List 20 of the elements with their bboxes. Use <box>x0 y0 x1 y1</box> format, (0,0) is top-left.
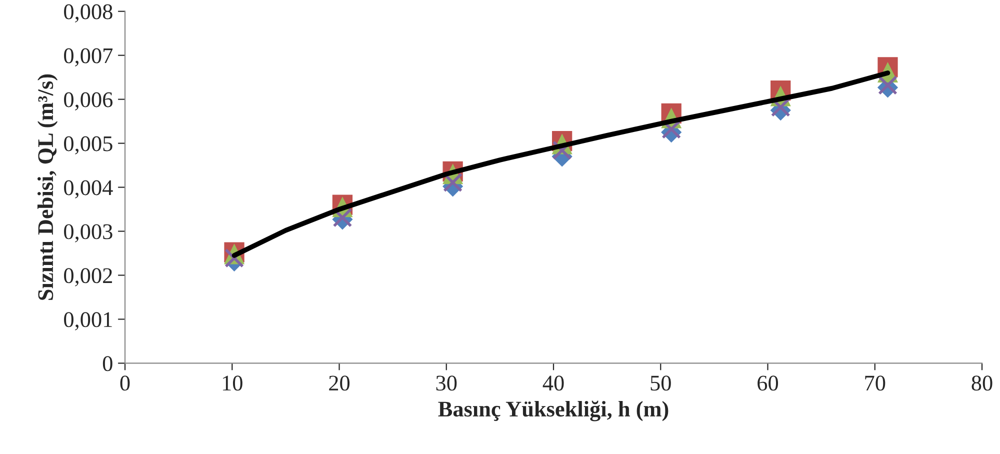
x-tick-label: 20 <box>329 376 350 391</box>
x-tick-label: 0 <box>120 376 130 391</box>
y-tick-label: 0,006 <box>64 92 113 110</box>
y-tick-label: 0,005 <box>64 136 112 154</box>
x-tick-label: 50 <box>650 376 671 391</box>
x-tick-label: 80 <box>972 376 992 391</box>
x-axis-title: Basınç Yüksekliği, h (m) <box>438 400 668 422</box>
y-tick-label: 0,003 <box>64 224 112 242</box>
x-tick-label: 30 <box>436 376 457 391</box>
y-tick-label: 0,007 <box>64 48 113 66</box>
x-tick-label: 60 <box>758 376 778 391</box>
x-tick-label: 70 <box>865 376 886 391</box>
y-tick-label: 0,002 <box>64 268 112 286</box>
y-axis-title: Sızıntı Debisi, QL (m³/s) <box>37 74 58 300</box>
x-tick-label: 10 <box>222 376 242 391</box>
y-tick-label: 0 <box>102 356 112 372</box>
x-tick-label: 40 <box>542 376 564 391</box>
y-tick-label: 0,001 <box>64 312 112 330</box>
y-tick-label: 0,004 <box>64 180 113 198</box>
y-tick-label: 0,008 <box>64 4 112 22</box>
